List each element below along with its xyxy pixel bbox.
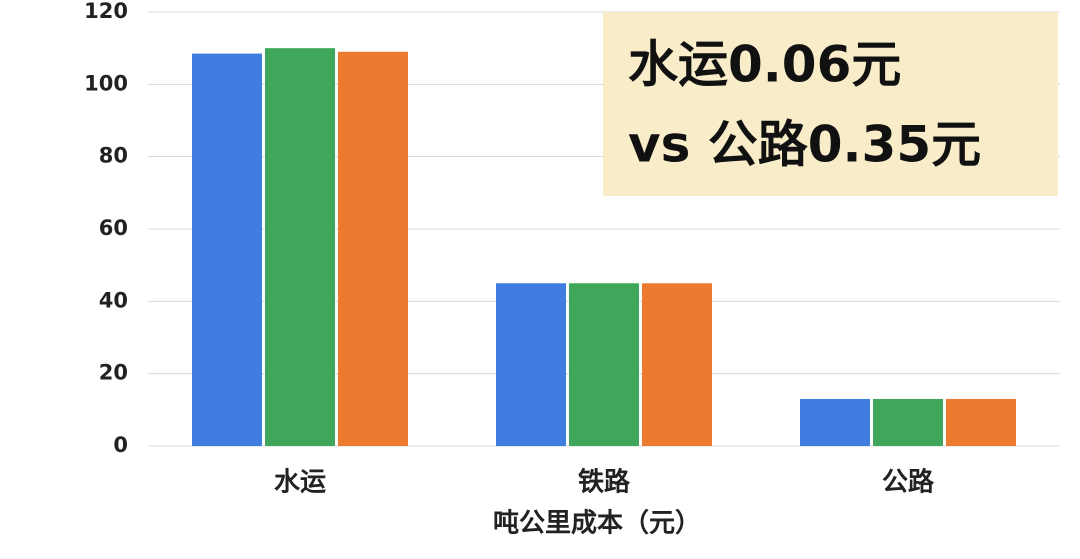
bar xyxy=(338,51,408,447)
x-tick-label: 水运 xyxy=(274,468,326,498)
bar xyxy=(496,283,566,446)
x-tick-label: 铁路 xyxy=(578,467,631,498)
y-tick-label: 120 xyxy=(84,0,128,23)
y-tick-label: 80 xyxy=(99,144,128,168)
y-tick-label: 100 xyxy=(84,71,128,95)
x-tick-label: 公路 xyxy=(882,467,935,498)
bar xyxy=(873,398,943,446)
y-tick-label: 40 xyxy=(99,288,128,312)
bar xyxy=(192,53,262,446)
bar xyxy=(569,283,639,446)
y-tick-label: 60 xyxy=(99,216,128,240)
y-tick-label: 20 xyxy=(99,361,128,385)
bar xyxy=(642,283,712,446)
annotation-text: 水运0.06元 xyxy=(628,36,901,94)
bar xyxy=(265,48,335,447)
bar xyxy=(946,398,1016,446)
bar xyxy=(800,398,870,446)
y-tick-label: 0 xyxy=(113,433,128,457)
annotation-text: vs 公路0.35元 xyxy=(628,116,981,174)
x-axis-label: 吨公里成本（元） xyxy=(493,509,701,539)
annotation-box xyxy=(603,12,1058,196)
